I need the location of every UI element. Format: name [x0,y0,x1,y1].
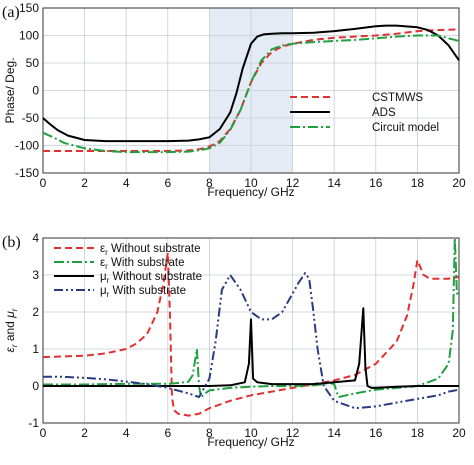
y-tick-label: -1 [28,416,39,430]
series-line-1 [42,24,460,143]
series-line-2 [43,307,459,389]
x-tick-label: 16 [369,426,383,440]
x-tick-label: 18 [411,176,425,190]
panel-a: 0 2 4 6 8 10 12 14 16 18 20 -150 -100 -50 0 50 100 150 Fre… [2,1,466,199]
panel-label: (a) [2,4,20,21]
x-tick-label: 16 [369,176,383,190]
series-line-3 [43,272,460,410]
series-line-2 [42,34,460,154]
x-tick-label: 14 [328,426,342,440]
y-tick-label: 50 [26,56,40,70]
x-tick-label: 10 [244,426,258,440]
x-tick-label: 0 [40,176,47,190]
y-tick-label: 1 [32,342,39,356]
y-tick-label: 0 [32,379,39,393]
x-tick-label: 12 [286,426,300,440]
y-tick-label: 100 [19,29,39,43]
series-line-0 [42,251,460,417]
x-tick-label: 18 [411,426,425,440]
plot-frame [42,7,460,174]
x-tick-label: 4 [123,176,130,190]
series-line-0 [43,28,460,152]
x-tick-label: 6 [164,426,171,440]
y-axis-label: Phase/ Deg. [3,57,17,123]
x-tick-label: 14 [328,176,342,190]
x-axis-label: Frequency/ GHz [207,435,294,449]
x-tick-label: 20 [452,426,466,440]
y-tick-label: 150 [19,1,39,15]
series-line-1 [43,237,459,399]
legend-label: CSTMWS [372,92,423,104]
plot-frame [42,237,460,424]
legend-label: μr With substrate [100,285,186,299]
x-tick-label: 12 [286,176,300,190]
legend-label: εr With substrate [100,257,185,271]
y-tick-label: 0 [32,84,39,98]
x-tick-label: 20 [452,176,466,190]
y-tick-label: -150 [15,166,39,180]
x-tick-label: 8 [206,176,213,190]
panel-label: (b) [2,234,21,251]
x-tick-label: 4 [123,426,130,440]
x-tick-label: 2 [81,426,88,440]
x-axis-label: Frequency/ GHz [207,185,294,199]
legend-label: μr Without substrate [100,271,202,285]
legend-label: εr Without substrate [100,243,201,257]
y-axis-label: εr and μr [3,308,19,352]
legend-label: ADS [372,107,396,119]
legend-label: Circuit model [372,122,439,134]
x-tick-label: 10 [244,176,258,190]
y-tick-label: 4 [32,231,39,245]
x-tick-label: 2 [81,176,88,190]
y-tick-label: -50 [22,111,40,125]
y-tick-label: -100 [15,139,39,153]
y-tick-label: 2 [32,305,39,319]
x-tick-label: 8 [206,426,213,440]
y-tick-label: 3 [32,268,39,282]
x-tick-label: 0 [40,426,47,440]
x-tick-label: 6 [164,176,171,190]
